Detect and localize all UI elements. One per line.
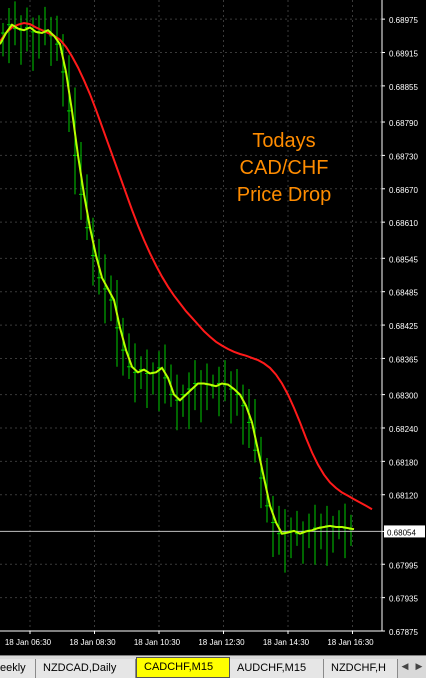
- price-tick-label: 0.68180: [389, 458, 418, 467]
- scroll-right-icon[interactable]: ▶: [412, 658, 426, 674]
- price-tick-label: 0.67935: [389, 595, 418, 604]
- chart-tab-bar: eekly NZDCAD,Daily CADCHF,M15 AUDCHF,M15…: [0, 655, 426, 678]
- slow-moving-average-line: [0, 21, 373, 511]
- price-axis: 0.68975 0.68915 0.68855 0.68790 0.68730 0.686…: [382, 16, 418, 637]
- price-tick-label: 0.68300: [389, 392, 418, 401]
- fast-moving-average-line: [0, 23, 355, 535]
- annotation-line: Todays: [252, 130, 316, 152]
- tab-audchf-m15[interactable]: AUDCHF,M15: [230, 659, 324, 678]
- scroll-left-icon[interactable]: ◀: [398, 658, 412, 674]
- price-tick-label: 0.68670: [389, 186, 418, 195]
- price-tick-label: 0.68425: [389, 322, 418, 331]
- time-tick-label: 18 Jan 14:30: [263, 638, 310, 647]
- time-axis: 18 Jan 06:30 18 Jan 08:30 18 Jan 10:30 18 J…: [5, 631, 374, 647]
- annotation-line: Price Drop: [236, 184, 332, 206]
- time-tick-label: 18 Jan 08:30: [69, 638, 116, 647]
- tab-cadchf-m15[interactable]: CADCHF,M15: [136, 657, 230, 678]
- price-tick-label: 0.68915: [389, 50, 418, 59]
- current-price-marker: 0.68054: [384, 525, 425, 538]
- current-price-box: [384, 525, 425, 538]
- time-tick-label: 18 Jan 12:30: [198, 638, 245, 647]
- tab-nzdchf-h[interactable]: NZDCHF,H: [324, 659, 398, 678]
- price-tick-label: 0.68120: [389, 492, 418, 501]
- chart-grid: [0, 0, 382, 632]
- tab-weekly[interactable]: eekly: [0, 659, 36, 678]
- chart-annotation: Todays CAD/CHF Price Drop: [222, 128, 346, 209]
- price-tick-label: 0.68790: [389, 119, 418, 128]
- price-tick-label: 0.67995: [389, 561, 418, 570]
- price-tick-label: 0.68975: [389, 16, 418, 25]
- time-tick-label: 18 Jan 10:30: [134, 638, 181, 647]
- price-chart[interactable]: 0.68975 0.68915 0.68855 0.68790 0.68730 0.686…: [0, 0, 426, 655]
- price-tick-label: 0.68610: [389, 219, 418, 228]
- price-tick-label: 0.68365: [389, 355, 418, 364]
- price-tick-label: 0.67875: [389, 628, 418, 637]
- price-tick-label: 0.68485: [389, 289, 418, 298]
- tab-nzdcad-daily[interactable]: NZDCAD,Daily: [36, 659, 136, 678]
- time-tick-label: 18 Jan 16:30: [327, 638, 374, 647]
- price-tick-label: 0.68240: [389, 425, 418, 434]
- price-tick-label: 0.68545: [389, 255, 418, 264]
- current-price-label: 0.68054: [387, 528, 416, 537]
- time-tick-label: 18 Jan 06:30: [5, 638, 52, 647]
- price-tick-label: 0.68730: [389, 152, 418, 161]
- price-tick-label: 0.68855: [389, 83, 418, 92]
- annotation-line: CAD/CHF: [239, 157, 329, 179]
